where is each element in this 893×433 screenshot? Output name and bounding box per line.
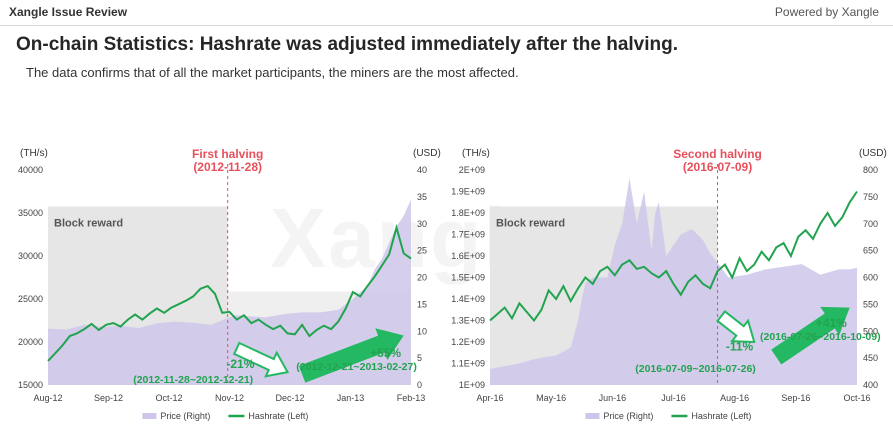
hashrate-line-series bbox=[489, 190, 858, 323]
x-tick-label: Feb-13 bbox=[397, 393, 426, 403]
left-tick-label: 1.9E+09 bbox=[451, 187, 485, 197]
right-tick-label: 450 bbox=[863, 353, 878, 363]
left-tick-label: 1E+09 bbox=[459, 380, 485, 390]
right-tick-label: 10 bbox=[417, 326, 427, 336]
left-tick-label: 1.1E+09 bbox=[451, 359, 485, 369]
decline-arrow bbox=[716, 310, 756, 344]
right-tick-label: 700 bbox=[863, 219, 878, 229]
right-tick-label: 40 bbox=[417, 165, 427, 175]
brand-title: Xangle Issue Review bbox=[9, 5, 128, 19]
halving-date: (2016-07-09) bbox=[683, 160, 752, 174]
right-tick-label: 5 bbox=[417, 353, 422, 363]
right-tick-label: 500 bbox=[863, 326, 878, 336]
legend-price-swatch bbox=[585, 413, 600, 419]
rise-range: (2012-12-21~2013-02-27) bbox=[296, 361, 417, 373]
rise-percent: +55% bbox=[370, 346, 401, 360]
arrow-shape bbox=[771, 306, 850, 365]
first-halving-chart: Block reward First halving (2012-11-28) -21… bbox=[0, 138, 446, 433]
halving-label: Second halving bbox=[673, 147, 762, 161]
x-tick-label: Dec-12 bbox=[275, 393, 304, 403]
left-tick-label: 1.5E+09 bbox=[451, 273, 485, 283]
right-tick-label: 600 bbox=[863, 273, 878, 283]
block-reward-label: Block reward bbox=[54, 218, 123, 230]
x-tick-label: Sep-16 bbox=[781, 393, 810, 403]
x-tick-label: Sep-12 bbox=[94, 393, 123, 403]
rise-range: (2016-07-26~2016-10-09) bbox=[760, 331, 881, 343]
page-subheadline: The data confirms that of all the market… bbox=[26, 65, 519, 80]
chart-svg: Block reward Second halving(2016-07-09) -1… bbox=[451, 147, 887, 421]
right-tick-label: 20 bbox=[417, 273, 427, 283]
decline-range: (2012-11-28~2012-12-21) bbox=[133, 374, 253, 386]
left-tick-label: 40000 bbox=[18, 165, 43, 175]
rise-arrow bbox=[298, 328, 404, 383]
right-tick-label: 30 bbox=[417, 219, 427, 229]
price-area-series bbox=[490, 178, 857, 385]
arrow-shape bbox=[716, 310, 756, 344]
left-axis-unit: (TH/s) bbox=[462, 148, 490, 159]
right-tick-label: 650 bbox=[863, 246, 878, 256]
left-tick-label: 30000 bbox=[18, 251, 43, 261]
left-tick-label: 2E+09 bbox=[459, 165, 485, 175]
x-tick-label: Jun-16 bbox=[599, 393, 627, 403]
halving-label: First halving bbox=[192, 147, 263, 161]
left-tick-label: 20000 bbox=[18, 337, 43, 347]
x-tick-label: Apr-16 bbox=[476, 393, 503, 403]
left-tick-label: 25000 bbox=[18, 294, 43, 304]
top-bar: Xangle Issue Review Powered by Xangle bbox=[0, 0, 893, 26]
price-area-series bbox=[48, 199, 411, 385]
halving-date: (2012-11-28) bbox=[193, 160, 262, 174]
x-tick-label: Aug-16 bbox=[720, 393, 749, 403]
decline-percent: -11% bbox=[726, 340, 754, 354]
right-tick-label: 400 bbox=[863, 380, 878, 390]
legend-price-swatch bbox=[142, 413, 157, 419]
right-tick-label: 15 bbox=[417, 299, 427, 309]
right-tick-label: 800 bbox=[863, 165, 878, 175]
x-tick-label: Oct-12 bbox=[155, 393, 182, 403]
x-tick-label: Oct-16 bbox=[843, 393, 870, 403]
powered-by-label: Powered by Xangle bbox=[774, 5, 879, 19]
decline-range: (2016-07-09~2016-07-26) bbox=[635, 363, 756, 375]
left-tick-label: 1.3E+09 bbox=[451, 316, 485, 326]
right-tick-label: 0 bbox=[417, 380, 422, 390]
rise-arrow bbox=[771, 306, 850, 365]
left-tick-label: 1.4E+09 bbox=[451, 294, 485, 304]
x-tick-label: Nov-12 bbox=[215, 393, 244, 403]
legend-hashrate-label: Hashrate (Left) bbox=[691, 411, 751, 421]
left-axis-unit: (TH/s) bbox=[20, 148, 48, 159]
x-tick-label: Jul-16 bbox=[661, 393, 686, 403]
left-tick-label: 1.2E+09 bbox=[451, 337, 485, 347]
arrow-shape bbox=[232, 341, 290, 378]
rise-percent: +41% bbox=[816, 316, 847, 330]
x-tick-label: Jan-13 bbox=[337, 393, 365, 403]
left-tick-label: 1.6E+09 bbox=[451, 251, 485, 261]
legend-hashrate-label: Hashrate (Left) bbox=[248, 411, 308, 421]
right-axis-unit: (USD) bbox=[859, 148, 887, 159]
second-halving-chart: Block reward Second halving (2016-07-09) -1… bbox=[446, 138, 893, 433]
legend-price-label: Price (Right) bbox=[603, 411, 653, 421]
x-tick-label: May-16 bbox=[536, 393, 566, 403]
right-tick-label: 35 bbox=[417, 192, 427, 202]
right-tick-label: 750 bbox=[863, 192, 878, 202]
chart-svg: Block reward First halving(2012-11-28) -21… bbox=[18, 147, 441, 421]
legend-price-label: Price (Right) bbox=[160, 411, 210, 421]
right-tick-label: 550 bbox=[863, 299, 878, 309]
left-tick-label: 1.7E+09 bbox=[451, 230, 485, 240]
page-headline: On-chain Statistics: Hashrate was adjust… bbox=[16, 34, 679, 55]
arrow-shape bbox=[298, 328, 404, 383]
left-tick-label: 1.8E+09 bbox=[451, 208, 485, 218]
left-tick-label: 35000 bbox=[18, 208, 43, 218]
right-axis-unit: (USD) bbox=[413, 148, 441, 159]
block-reward-label: Block reward bbox=[496, 218, 565, 230]
right-tick-label: 25 bbox=[417, 246, 427, 256]
left-tick-label: 15000 bbox=[18, 380, 43, 390]
hashrate-line-series bbox=[47, 223, 412, 362]
x-tick-label: Aug-12 bbox=[33, 393, 62, 403]
decline-percent: -21% bbox=[226, 357, 254, 371]
decline-arrow bbox=[232, 341, 290, 378]
